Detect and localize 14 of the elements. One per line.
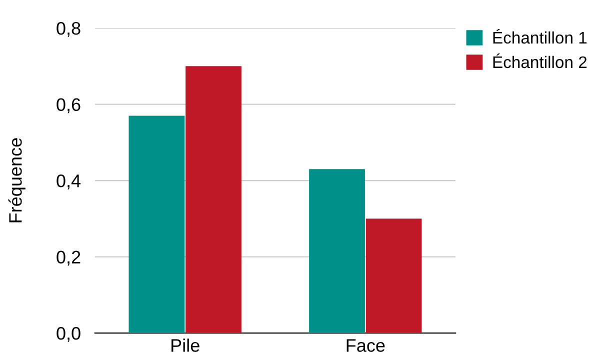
y-tick-label: 0,4	[56, 174, 81, 190]
y-tick-label: 0,8	[56, 22, 80, 37]
bar	[186, 66, 242, 334]
bar	[309, 169, 365, 334]
legend-label: Échantillon 2	[493, 54, 587, 68]
legend-label: Échantillon 1	[493, 29, 587, 44]
x-tick-label: Face	[346, 339, 385, 352]
bar	[128, 116, 185, 334]
x-tick-label: Pile	[172, 338, 200, 352]
y-axis-title: Fréquence	[8, 138, 26, 222]
bar	[366, 218, 422, 334]
y-tick-label: 0,2	[56, 250, 80, 266]
y-tick-label: 0,6	[56, 98, 80, 114]
y-tick-label: 0,0	[56, 326, 80, 342]
